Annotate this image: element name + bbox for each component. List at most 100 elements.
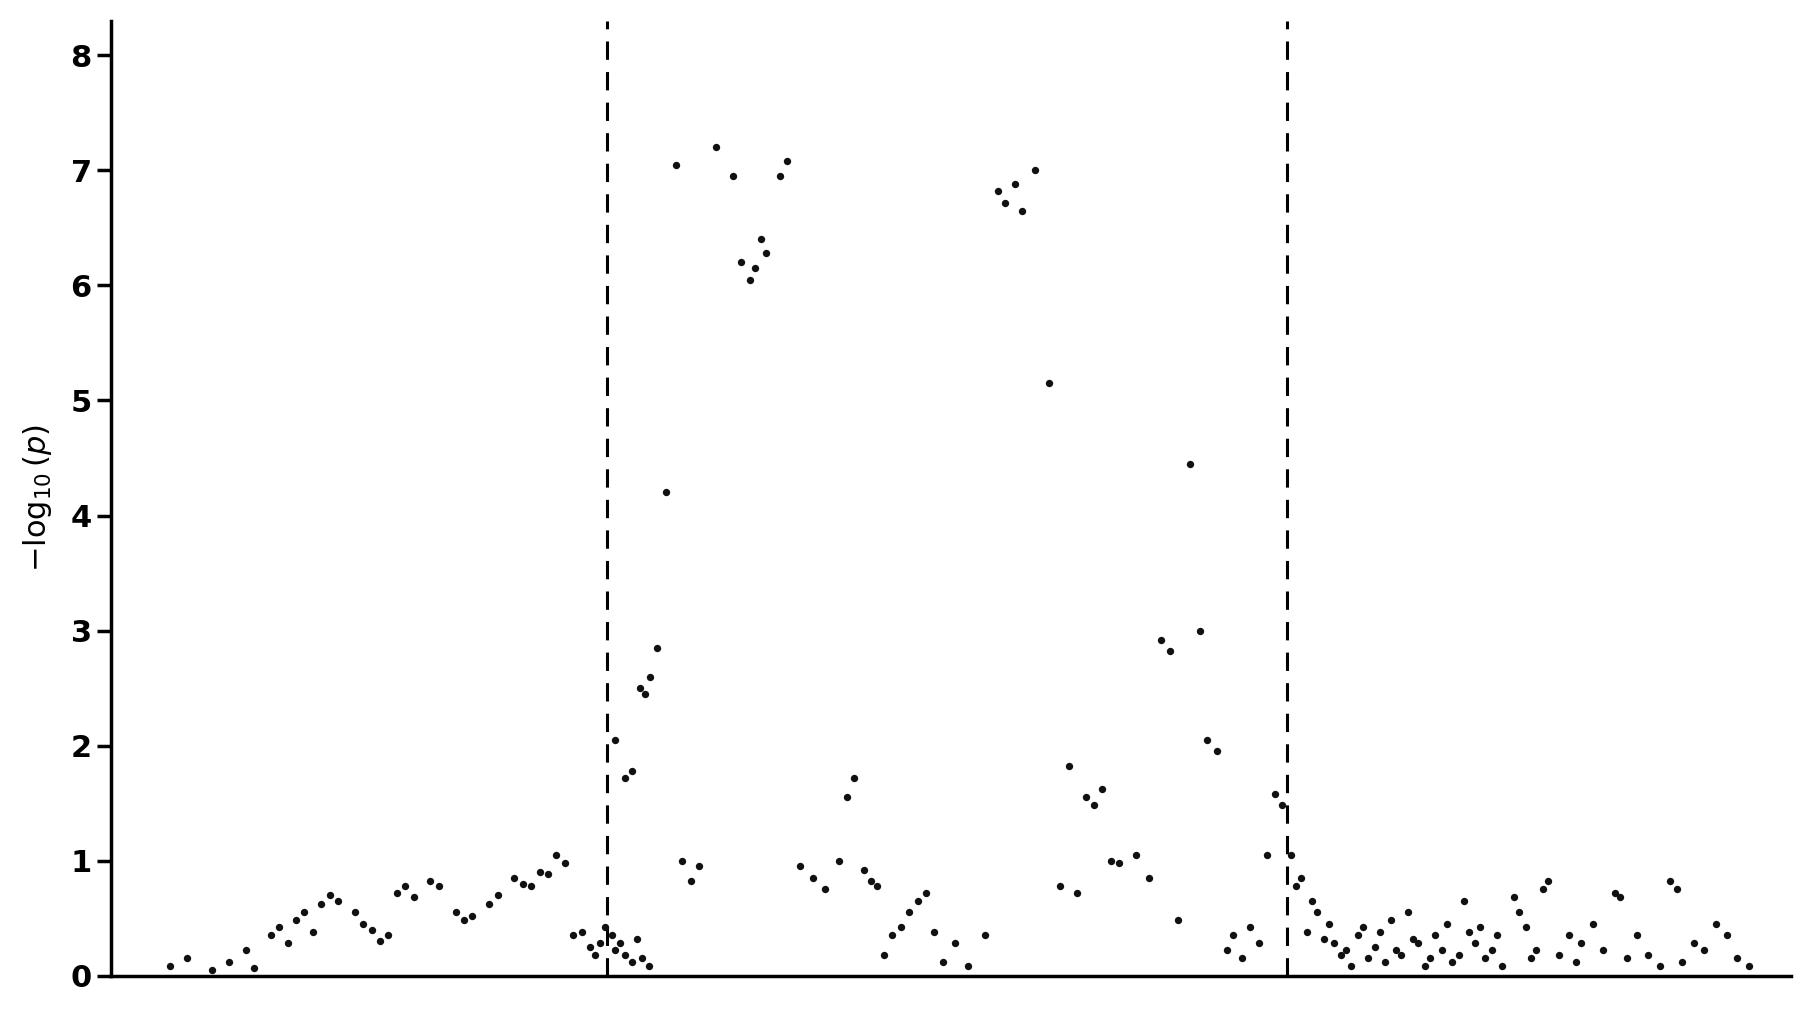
Point [911, 885, 940, 901]
Point [567, 924, 596, 940]
Point [542, 847, 571, 863]
Point [1370, 954, 1399, 970]
Point [634, 958, 663, 974]
Point [1437, 954, 1466, 970]
Point [391, 878, 420, 894]
Point [602, 942, 631, 958]
Point [1410, 958, 1439, 974]
Point [602, 732, 631, 748]
Point [1517, 950, 1546, 966]
Point [1662, 881, 1691, 897]
Point [739, 260, 768, 276]
Point [799, 870, 828, 886]
Point [516, 878, 545, 894]
Point [1600, 885, 1629, 901]
Point [1645, 958, 1674, 974]
Point [1245, 935, 1274, 951]
Point [417, 873, 446, 889]
Point [341, 904, 370, 921]
Point [1613, 950, 1642, 966]
Point [1701, 916, 1730, 932]
Point [1348, 920, 1377, 936]
Point [669, 853, 698, 869]
Point [618, 763, 647, 779]
Point [1680, 935, 1709, 951]
Point [1377, 913, 1406, 929]
Point [1192, 732, 1221, 748]
Point [598, 927, 627, 943]
Point [1201, 743, 1230, 759]
Point [765, 168, 794, 185]
Point [1020, 162, 1049, 178]
Point [1096, 853, 1125, 869]
Point [348, 916, 377, 932]
Point [1656, 873, 1685, 889]
Point [1578, 916, 1607, 932]
Point [591, 920, 620, 936]
Point [315, 887, 344, 903]
Point [1154, 643, 1183, 659]
Point [1035, 375, 1064, 391]
Point [449, 913, 478, 929]
Point [299, 924, 328, 940]
Point [1453, 924, 1482, 940]
Point [1393, 904, 1422, 921]
Point [1046, 878, 1075, 894]
Point [1297, 892, 1326, 909]
Point [1466, 920, 1495, 936]
Point [533, 866, 562, 882]
Point [1605, 889, 1634, 906]
Point [839, 770, 868, 786]
Point [585, 935, 614, 951]
Point [772, 153, 801, 169]
Point [1399, 931, 1428, 947]
Point [920, 924, 949, 940]
Point [991, 195, 1020, 211]
Point [1488, 958, 1517, 974]
Point [366, 933, 395, 949]
Point [877, 927, 906, 943]
Point [281, 913, 310, 929]
Point [357, 922, 386, 938]
Point [1087, 781, 1116, 797]
Point [1134, 870, 1163, 886]
Point [1236, 920, 1265, 936]
Point [940, 935, 969, 951]
Point [1415, 950, 1444, 966]
Point [1000, 176, 1029, 193]
Point [736, 272, 765, 288]
Point [727, 255, 756, 271]
Point [509, 875, 538, 891]
Point [701, 139, 730, 155]
Point [232, 942, 261, 958]
Point [440, 904, 469, 921]
Point [1450, 892, 1479, 909]
Point [631, 685, 660, 702]
Point [1723, 950, 1752, 966]
Point [969, 927, 998, 943]
Point [618, 954, 647, 970]
Point [1528, 881, 1557, 897]
Point [1062, 885, 1091, 901]
Point [1364, 924, 1393, 940]
Point [1444, 947, 1473, 963]
Point [1477, 942, 1506, 958]
Point [576, 939, 605, 955]
Point [651, 485, 680, 501]
Point [1276, 847, 1305, 863]
Point [1460, 935, 1489, 951]
Point [886, 920, 915, 936]
Point [382, 885, 411, 901]
Point [636, 668, 665, 684]
Point [1055, 758, 1084, 775]
Point [1292, 924, 1321, 940]
Point [685, 858, 714, 874]
Point [1287, 870, 1316, 886]
Point [1471, 950, 1500, 966]
Point [676, 873, 705, 889]
Point [500, 870, 529, 886]
Point [1354, 950, 1383, 966]
Point [1080, 797, 1109, 813]
Point [1533, 873, 1562, 889]
Point [1634, 947, 1663, 963]
